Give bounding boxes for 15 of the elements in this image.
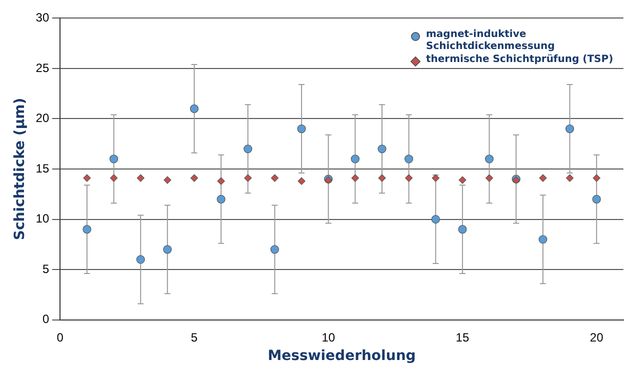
- x-axis-title: Messwiederholung: [268, 348, 416, 364]
- x-tick-label: 0: [56, 330, 64, 344]
- y-tick-label: 5: [42, 262, 50, 276]
- y-axis-title: Schichtdicke (µm): [12, 98, 28, 240]
- y-tick-label: 10: [36, 212, 50, 226]
- y-tick-label: 20: [36, 111, 50, 126]
- legend-label: thermische Schichtprüfung (TSP): [426, 54, 614, 66]
- y-tick-label: 25: [36, 60, 50, 75]
- y-tick-label: 30: [36, 10, 50, 25]
- x-tick-label: 5: [190, 330, 198, 344]
- x-tick-label: 15: [456, 330, 470, 344]
- y-tick-label: 15: [36, 161, 50, 176]
- x-tick-label: 10: [322, 330, 336, 344]
- x-tick-label: 20: [590, 330, 604, 344]
- y-tick-label: 0: [42, 312, 50, 326]
